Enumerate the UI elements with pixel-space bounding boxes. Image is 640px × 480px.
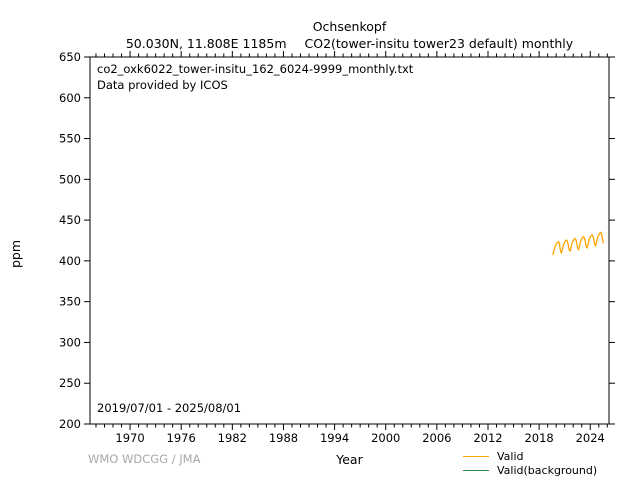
svg-text:2000: 2000: [371, 431, 400, 445]
chart-legend: Valid Valid(background): [463, 449, 597, 477]
data-provider: Data provided by ICOS: [97, 77, 228, 92]
svg-text:300: 300: [59, 335, 81, 349]
svg-text:1976: 1976: [167, 431, 196, 445]
svg-text:500: 500: [59, 172, 81, 186]
dataset-annotation: co2_oxk6022_tower-insitu_162_6024-9999_m…: [97, 62, 413, 93]
station-title: Ochsenkopf: [312, 19, 387, 34]
svg-text:200: 200: [59, 417, 81, 431]
legend-item-valid: Valid: [463, 449, 597, 463]
legend-label-valid-background: Valid(background): [497, 463, 598, 477]
svg-text:450: 450: [59, 213, 81, 227]
parameter-label: CO2(tower-insitu tower23 default) monthl…: [304, 36, 574, 51]
svg-text:1970: 1970: [115, 431, 144, 445]
station-coordinates: 50.030N, 11.808E 1185m: [125, 36, 287, 51]
svg-text:650: 650: [59, 50, 81, 64]
svg-text:1994: 1994: [320, 431, 349, 445]
svg-text:600: 600: [59, 91, 81, 105]
legend-label-valid: Valid: [497, 449, 524, 463]
legend-item-valid-background: Valid(background): [463, 463, 597, 477]
valid-line-swatch: [463, 455, 489, 457]
svg-text:2024: 2024: [576, 431, 605, 445]
chart-subtitle: 50.030N, 11.808E 1185m CO2(tower-insitu …: [90, 36, 609, 51]
svg-text:350: 350: [59, 295, 81, 309]
x-axis-label: Year: [336, 452, 363, 467]
date-range: 2019/07/01 - 2025/08/01: [97, 401, 242, 415]
valid-background-line-swatch: [463, 469, 489, 471]
dataset-filename: co2_oxk6022_tower-insitu_162_6024-9999_m…: [97, 62, 414, 76]
svg-text:400: 400: [59, 254, 81, 268]
svg-text:2012: 2012: [473, 431, 502, 445]
wdcgg-credit: WMO WDCGG / JMA: [88, 452, 201, 466]
svg-text:1982: 1982: [218, 431, 247, 445]
svg-text:1988: 1988: [269, 431, 298, 445]
svg-text:2006: 2006: [422, 431, 451, 445]
svg-text:250: 250: [59, 376, 81, 390]
svg-text:2018: 2018: [524, 431, 553, 445]
svg-text:550: 550: [59, 132, 81, 146]
y-axis-label: ppm: [8, 239, 23, 268]
